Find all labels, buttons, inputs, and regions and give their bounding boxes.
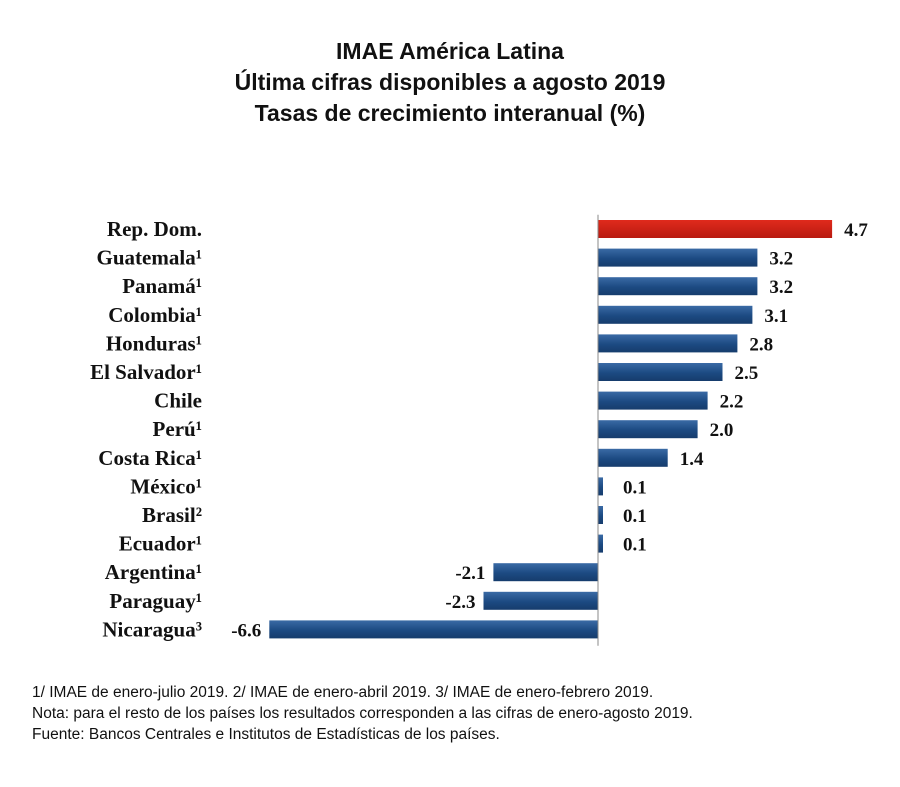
bar-brasil: [598, 506, 603, 524]
category-label-nicaragua: Nicaragua³: [102, 617, 202, 641]
chart-units-subtitle: Tasas de crecimiento interanual (%): [254, 100, 646, 126]
bar-paraguay: [483, 591, 598, 610]
bar-panama: [598, 277, 758, 296]
category-label-honduras: Honduras¹: [106, 331, 202, 355]
chart-title-block: IMAE América Latina Última cifras dispon…: [0, 36, 900, 129]
value-label-argentina: -2.1: [455, 563, 485, 584]
category-label-costa-rica: Costa Rica¹: [98, 446, 202, 470]
value-label-paraguay: -2.3: [445, 592, 475, 613]
bar-costa-rica: [598, 448, 668, 467]
value-label-mexico: 0.1: [623, 477, 647, 498]
value-label-costa-rica: 1.4: [680, 449, 704, 470]
bar-rep-dom: [598, 220, 833, 238]
bar-mexico: [598, 477, 603, 496]
value-label-honduras: 2.8: [749, 334, 773, 355]
category-label-peru: Perú¹: [153, 417, 202, 441]
value-label-rep-dom: 4.7: [844, 220, 868, 241]
value-label-guatemala: 3.2: [769, 249, 793, 270]
value-label-peru: 2.0: [710, 420, 734, 441]
bar-peru: [598, 420, 698, 439]
labels-layer: Rep. Dom. 4.7 Guatemala¹ 3.2 Panamá¹ 3.2 Colom…: [90, 217, 868, 641]
footnotes: 1/ IMAE de enero-julio 2019. 2/ IMAE de …: [32, 682, 882, 745]
category-label-argentina: Argentina¹: [105, 560, 202, 584]
category-label-rep-dom: Rep. Dom.: [107, 217, 202, 241]
category-label-chile: Chile: [154, 389, 202, 413]
bar-chile: [598, 391, 708, 410]
value-label-brasil: 0.1: [623, 506, 647, 527]
chart-subtitle: Última cifras disponibles a agosto 2019: [234, 69, 666, 95]
value-label-el-salvador: 2.5: [735, 363, 759, 384]
bar-guatemala: [598, 248, 758, 267]
footnote-line-1: 1/ IMAE de enero-julio 2019. 2/ IMAE de …: [32, 684, 654, 701]
bar-el-salvador: [598, 363, 723, 381]
value-label-chile: 2.2: [720, 392, 744, 413]
bars-layer: [269, 220, 833, 639]
category-label-paraguay: Paraguay¹: [109, 589, 202, 613]
chart-title: IMAE América Latina: [336, 38, 564, 64]
bar-colombia: [598, 305, 753, 324]
bar-nicaragua: [269, 620, 598, 639]
category-label-mexico: México¹: [130, 474, 202, 498]
value-label-panama: 3.2: [769, 277, 793, 298]
bar-honduras: [598, 334, 738, 353]
value-label-nicaragua: -6.6: [231, 620, 261, 641]
category-label-ecuador: Ecuador¹: [119, 532, 202, 556]
value-label-colombia: 3.1: [764, 306, 788, 327]
category-label-guatemala: Guatemala¹: [97, 246, 202, 270]
category-label-colombia: Colombia¹: [108, 303, 202, 327]
bar-ecuador: [598, 534, 603, 553]
category-label-brasil: Brasil²: [142, 503, 202, 527]
footnote-line-3: Fuente: Bancos Centrales e Institutos de…: [32, 726, 500, 743]
category-label-el-salvador: El Salvador¹: [90, 360, 202, 384]
bar-chart: Rep. Dom. 4.7 Guatemala¹ 3.2 Panamá¹ 3.2 Colom…: [90, 214, 868, 646]
bar-argentina: [493, 563, 598, 582]
category-label-panama: Panamá¹: [122, 274, 202, 298]
footnote-line-2: Nota: para el resto de los países los re…: [32, 705, 693, 722]
value-label-ecuador: 0.1: [623, 535, 647, 556]
